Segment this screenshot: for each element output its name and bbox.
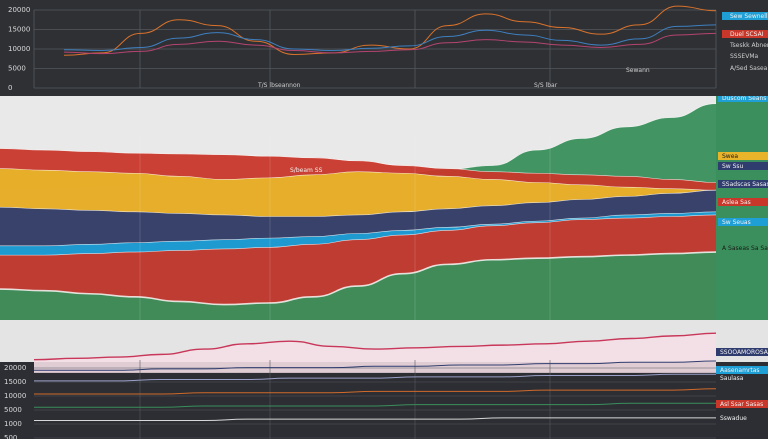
bottom-y-tick-label: 10000 <box>4 392 26 400</box>
bottom-series-line-2 <box>33 373 716 382</box>
bottom-highlight-band <box>34 333 716 373</box>
bottom-legend-swatch <box>716 400 768 408</box>
mid-legend-label: Swea <box>722 153 738 160</box>
bottom-legend-swatch <box>716 374 768 382</box>
bottom-series-line-3 <box>34 388 717 395</box>
mid-legend-swatch <box>718 96 768 102</box>
mid-legend-swatch <box>718 180 768 188</box>
bottom-y-tick-label: 500 <box>4 434 17 439</box>
bottom-series-line-1 <box>33 360 717 371</box>
mid-series-edge-1 <box>0 148 717 183</box>
bottom-legend-label: Asl Ssar Sasas <box>720 401 763 408</box>
bottom-legend-label: Sswadue <box>720 415 747 422</box>
top-legend-swatch <box>722 30 768 38</box>
mid-legend-label: Duscom Seans <box>722 96 766 102</box>
top-annotation: S/S lbar <box>534 82 558 89</box>
top-series-line-0 <box>63 5 717 56</box>
mid-legend-label: Aslea Sas <box>722 199 751 206</box>
bottom-y-tick-label: 5000 <box>4 406 22 414</box>
mid-series-edge-5 <box>0 214 717 256</box>
bottom-series-line-5 <box>34 417 716 421</box>
top-legend-label: Sew Sewnell <box>730 13 768 20</box>
bottom-y-tick-label: 20000 <box>4 364 26 372</box>
bottom-y-tick-label: 1000 <box>4 420 22 428</box>
top-legend-swatch <box>722 41 768 49</box>
top-series-line-1 <box>63 24 717 52</box>
top-annotation: T/S lbseannon <box>257 82 301 89</box>
bottom-chart-svg: 20000 15000 10000 5000 1000 500 SSOOAMOROSA Ss… <box>4 332 768 439</box>
bottom-legend-label: SSOOAMOROSA Ss <box>720 349 768 356</box>
mid-legend-swatch <box>718 162 768 170</box>
top-legend-label: SSSEVMa <box>730 53 758 60</box>
mid-legend-label: A Saseas Sa Sas <box>722 245 768 252</box>
mid-legend-label: SSadscas Sasas <box>722 181 768 188</box>
middle-area-chart: Duscom Seans Swea Sw Ssu SSadscas Sasas Asle… <box>0 96 768 320</box>
top-legend-label: A/Sed Sasea <box>730 65 768 72</box>
mid-legend-swatch <box>718 218 768 226</box>
top-legend-label: Tseskk Abnen <box>729 42 768 49</box>
bottom-legend-swatch <box>716 366 768 374</box>
top-legend-swatch <box>722 12 768 20</box>
mid-legend-label: Sw Seuas <box>722 219 751 226</box>
mid-series-edge-4 <box>0 211 717 247</box>
bottom-legend-label: Aasenamrtas <box>720 367 760 374</box>
top-legend-swatch <box>722 64 768 72</box>
top-y-tick-label: 0 <box>8 84 12 92</box>
bottom-legend-swatch <box>716 414 768 422</box>
top-y-tick-label: 20000 <box>8 6 30 14</box>
bottom-y-tick-label: 15000 <box>4 378 26 386</box>
top-y-tick-label: 10000 <box>8 45 30 53</box>
top-line-chart: 20000 15000 10000 5000 0 T/S lbseannon S/S lba… <box>0 0 768 96</box>
top-chart-svg: 20000 15000 10000 5000 0 T/S lbseannon S/S lba… <box>8 5 768 92</box>
bottom-series-line-4 <box>34 402 716 408</box>
top-y-tick-label: 5000 <box>8 65 26 73</box>
bottom-legend-swatch <box>716 348 768 356</box>
mid-legend-swatch <box>718 198 768 206</box>
mid-series-edge-3 <box>0 189 717 217</box>
mid-legend-swatch <box>718 152 768 160</box>
middle-chart-svg: Duscom Seans Swea Sw Ssu SSadscas Sasas Asle… <box>0 96 768 320</box>
mid-legend-label: Sw Ssu <box>722 163 744 170</box>
mid-series-edge-2 <box>0 168 717 191</box>
top-series-line-2 <box>63 32 717 55</box>
bottom-line-chart: 20000 15000 10000 5000 1000 500 SSOOAMOROSA Ss… <box>0 320 768 439</box>
mid-series-edge-6 <box>0 251 717 306</box>
top-annotation: Sewann <box>626 67 650 74</box>
mid-annotation: S/beam SS <box>290 167 323 174</box>
bottom-legend-label: Saulasa <box>720 375 744 382</box>
top-legend-swatch <box>722 52 768 60</box>
bottom-series-line-0 <box>33 332 717 361</box>
top-legend-label: Duel SCSAI <box>730 31 764 38</box>
mid-legend-column <box>716 96 768 320</box>
top-y-tick-label: 15000 <box>8 26 30 34</box>
mid-legend-swatch <box>718 244 768 252</box>
